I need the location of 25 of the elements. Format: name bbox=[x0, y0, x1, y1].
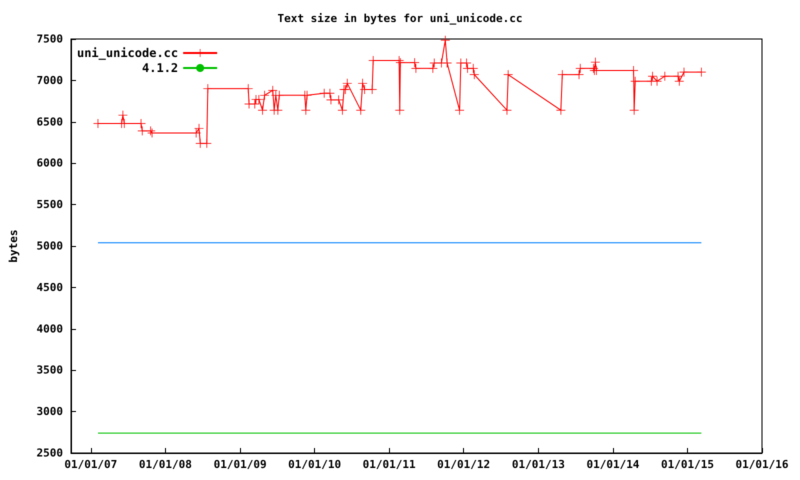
x-tick-label: 01/01/08 bbox=[138, 458, 192, 471]
x-tick-label: 01/01/11 bbox=[362, 458, 416, 471]
y-tick-label: 3000 bbox=[36, 405, 63, 418]
legend-label: 4.1.2 bbox=[142, 61, 178, 75]
x-tick-label: 01/01/15 bbox=[660, 458, 714, 471]
y-tick-label: 2500 bbox=[36, 446, 63, 460]
x-tick-label: 01/01/10 bbox=[288, 458, 342, 471]
y-axis-title: bytes bbox=[7, 229, 20, 263]
x-tick-label: 01/01/09 bbox=[214, 458, 267, 471]
chart-title: Text size in bytes for uni_unicode.cc bbox=[277, 12, 523, 25]
x-tick-label: 01/01/13 bbox=[512, 458, 565, 471]
y-tick-label: 7500 bbox=[36, 32, 63, 46]
x-tick-label: 01/01/12 bbox=[437, 458, 490, 471]
y-tick-label: 3500 bbox=[36, 364, 63, 377]
y-tick-label: 5500 bbox=[36, 198, 63, 212]
y-tick-label: 5000 bbox=[36, 240, 63, 252]
legend-label: uni_unicode.cc bbox=[76, 46, 178, 60]
x-tick-label: 01/01/14 bbox=[586, 458, 640, 471]
x-tick-label: 01/01/16 bbox=[736, 458, 789, 471]
y-tick-label: 4000 bbox=[36, 322, 63, 336]
y-tick-label: 4500 bbox=[36, 280, 63, 294]
y-tick-label: 7000 bbox=[36, 74, 63, 87]
y-tick-label: 6000 bbox=[36, 156, 63, 170]
y-tick-label: 6500 bbox=[36, 115, 63, 128]
x-tick-label: 01/01/07 bbox=[64, 458, 118, 471]
